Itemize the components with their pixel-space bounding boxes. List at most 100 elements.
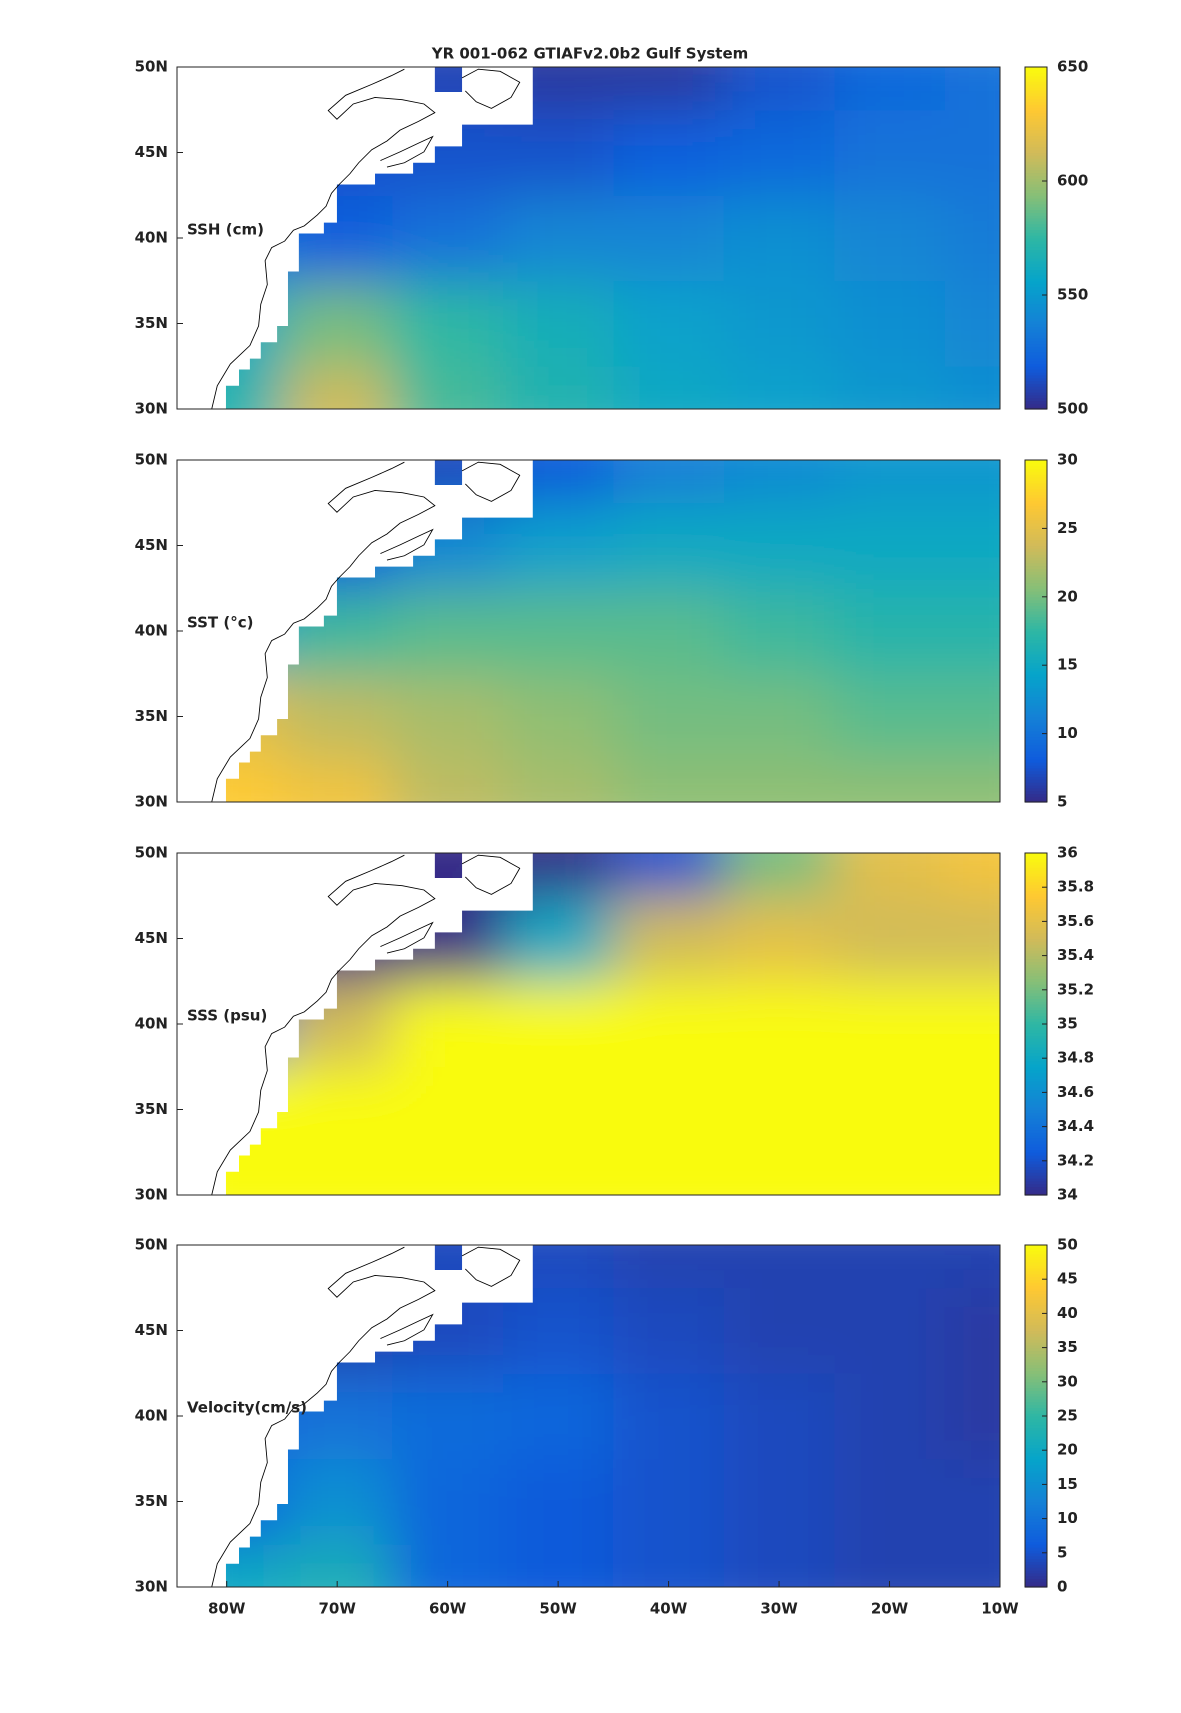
heat-cell — [944, 366, 1000, 409]
panel-label: SSH (cm) — [187, 221, 264, 239]
heat-cell — [944, 502, 1000, 589]
colorbar-tick-label: 35.6 — [1057, 912, 1094, 930]
heat-cell — [613, 280, 725, 367]
heat-cell — [281, 1458, 393, 1545]
heat-cell — [613, 67, 725, 111]
heat-cell — [281, 280, 393, 367]
x-tick-label: 80W — [208, 1600, 246, 1618]
heat-cell — [502, 1066, 614, 1153]
x-tick-label: 50W — [539, 1600, 577, 1618]
heat-cell — [723, 895, 835, 982]
heat-cell — [613, 366, 725, 409]
x-tick-label: 10W — [981, 1600, 1019, 1618]
colorbar-tick-label: 34 — [1057, 1186, 1078, 1204]
y-tick-label: 50N — [135, 1236, 168, 1254]
heat-cell — [392, 673, 504, 760]
heat-cell — [834, 1287, 946, 1374]
heat-cell — [281, 759, 393, 802]
heat-cell — [834, 981, 946, 1068]
heat-cell — [613, 195, 725, 282]
heat-cell — [723, 109, 835, 196]
colorbar-tick-label: 34.2 — [1057, 1151, 1094, 1169]
colorbar-tick-label: 0 — [1057, 1578, 1067, 1596]
y-tick-label: 35N — [135, 314, 168, 332]
heat-cell — [392, 366, 504, 409]
heat-cell — [613, 1152, 725, 1195]
colorbar-tick-label: 36 — [1057, 844, 1078, 862]
y-tick-label: 50N — [135, 844, 168, 862]
heat-cell — [944, 853, 1000, 897]
heat-cell — [944, 1458, 1000, 1545]
colorbar-tick-label: 50 — [1057, 1236, 1078, 1254]
heat-cell — [944, 1152, 1000, 1195]
x-tick-label: 60W — [429, 1600, 467, 1618]
heat-cell — [944, 1245, 1000, 1289]
colorbar-tick-label: 550 — [1057, 286, 1088, 304]
colorbar-tick-label: 10 — [1057, 724, 1078, 742]
colorbar-tick-label: 34.6 — [1057, 1083, 1094, 1101]
heat-cell — [392, 1544, 504, 1587]
heat-cell — [944, 1287, 1000, 1374]
map-panel — [177, 853, 1000, 1195]
heat-cell — [502, 1458, 614, 1545]
x-tick-label: 20W — [871, 1600, 909, 1618]
heat-cell — [834, 1066, 946, 1153]
heat-cell — [502, 759, 614, 802]
heat-cell — [944, 759, 1000, 802]
colorbar-tick-label: 25 — [1057, 1407, 1078, 1425]
heat-cell — [613, 1245, 725, 1289]
heat-cell — [613, 1287, 725, 1374]
colorbar-tick-label: 34.4 — [1057, 1117, 1094, 1135]
colorbar-tick-label: 15 — [1057, 656, 1078, 674]
heat-cell — [834, 366, 946, 409]
y-tick-label: 30N — [135, 400, 168, 418]
heat-cell — [723, 67, 835, 111]
heat-cell — [834, 280, 946, 367]
heat-cell — [834, 195, 946, 282]
heat-cell — [613, 759, 725, 802]
colorbar-tick-label: 20 — [1057, 1441, 1078, 1459]
heat-cell — [281, 1066, 393, 1153]
heat-cell — [392, 1373, 504, 1460]
x-tick-label: 40W — [650, 1600, 688, 1618]
colorbar-tick-label: 25 — [1057, 519, 1078, 537]
heat-cell — [613, 460, 725, 504]
heat-cell — [613, 1373, 725, 1460]
heat-cell — [944, 1066, 1000, 1153]
heat-cell — [723, 195, 835, 282]
heat-cell — [723, 366, 835, 409]
y-tick-label: 45N — [135, 1321, 168, 1339]
heat-cell — [392, 981, 504, 1068]
heat-cell — [502, 195, 614, 282]
y-tick-label: 35N — [135, 707, 168, 725]
heat-cell — [834, 1373, 946, 1460]
heat-cell — [502, 588, 614, 675]
colorbar-tick-label: 35 — [1057, 1338, 1078, 1356]
heat-cell — [502, 1152, 614, 1195]
heat-cell — [392, 588, 504, 675]
heat-cell — [281, 1544, 393, 1587]
heat-cell — [502, 366, 614, 409]
map-panel — [177, 67, 1000, 409]
heat-cell — [392, 280, 504, 367]
heat-cell — [502, 1544, 614, 1587]
y-tick-label: 35N — [135, 1492, 168, 1510]
colorbar: 500 550 600 650 — [1024, 58, 1088, 418]
heat-cell — [834, 673, 946, 760]
heat-cell — [723, 1287, 835, 1374]
heat-cell — [944, 460, 1000, 504]
heat-cell — [613, 1544, 725, 1587]
heat-cell — [944, 1373, 1000, 1460]
colorbar-tick-label: 34.8 — [1057, 1049, 1094, 1067]
chart-title: YR 001-062 GTIAFv2.0b2 Gulf System — [431, 45, 749, 63]
heat-cell — [944, 673, 1000, 760]
heat-cell — [723, 1245, 835, 1289]
heat-cell — [723, 759, 835, 802]
heat-cell — [613, 981, 725, 1068]
colorbar-tick-label: 35.2 — [1057, 980, 1094, 998]
x-tick-label: 30W — [760, 1600, 798, 1618]
heat-cell — [723, 460, 835, 504]
colorbar: 5 10 15 20 25 30 — [1024, 451, 1078, 811]
heat-cell — [723, 853, 835, 897]
panel-label: SSS (psu) — [187, 1007, 267, 1025]
